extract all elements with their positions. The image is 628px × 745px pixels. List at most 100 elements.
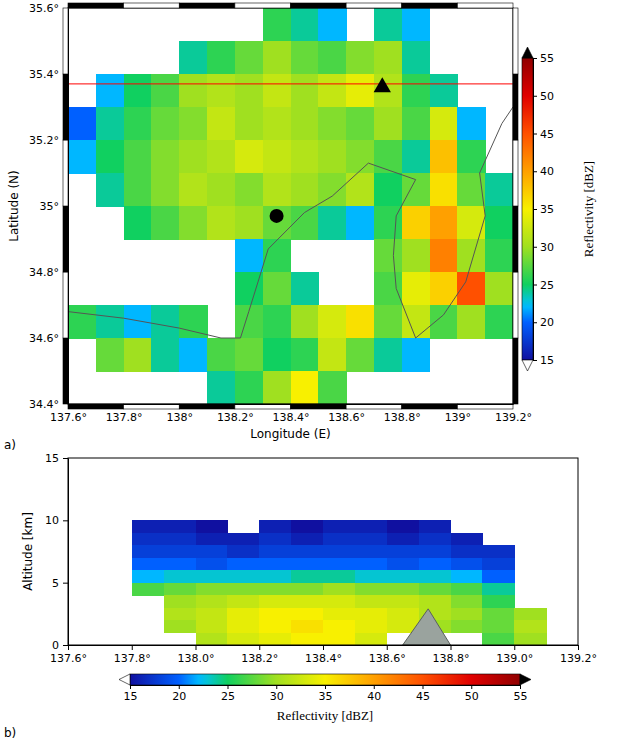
heatmap-cell	[402, 140, 430, 174]
heatmap-cell	[132, 545, 164, 558]
colorbar-axis: 152025303540455055	[533, 52, 554, 367]
colorbar-axis-tick: 15	[124, 685, 138, 703]
heatmap-cell	[196, 608, 228, 621]
heatmap-cell	[291, 338, 319, 372]
colorbar-title: Reflectivity [dBZ]	[277, 708, 373, 723]
heatmap-cell	[196, 570, 228, 583]
heatmap-cell	[374, 173, 402, 207]
heatmap-cell	[430, 305, 458, 339]
frame-bar	[63, 140, 68, 206]
heatmap-cell	[196, 633, 228, 645]
tick-label: 137.6°	[50, 411, 87, 424]
colorbar: 152025303540455055Reflectivity [dBZ]	[119, 674, 531, 723]
y-axis: 34.4°34.6°34.8°35°35.2°35.4°35.6°	[29, 2, 69, 411]
heatmap-cell	[291, 520, 323, 533]
heatmap-cell	[323, 595, 355, 608]
heatmap-cell	[346, 206, 374, 240]
tick-label: 55	[540, 52, 554, 65]
heatmap-cell	[457, 206, 485, 240]
tick-mark	[533, 360, 537, 361]
tick-label: 10	[45, 514, 59, 527]
heatmap-cell	[387, 595, 419, 608]
tick-label: 50	[465, 690, 479, 703]
heatmap-cell	[318, 371, 346, 404]
heatmap-cell	[235, 107, 263, 141]
tick-mark	[228, 685, 229, 689]
heatmap-cell	[374, 107, 402, 141]
y-axis-tick: 10	[45, 514, 68, 527]
heatmap-cell	[207, 173, 235, 207]
heatmap-cell	[68, 107, 96, 141]
heatmap-cell	[430, 239, 458, 273]
heatmap-cell	[374, 305, 402, 339]
heatmap-cell	[346, 305, 374, 339]
heatmap-cell	[323, 570, 355, 583]
heatmap-cell	[259, 545, 291, 558]
frame-bar	[63, 74, 68, 140]
heatmap-cell	[196, 595, 228, 608]
colorbar-axis-tick: 35	[319, 685, 333, 703]
heatmap-cell	[485, 272, 513, 306]
tick-label: 137.6°	[50, 652, 87, 665]
heatmap-cell	[227, 583, 259, 596]
heatmap-cell	[355, 545, 387, 558]
tick-mark	[533, 285, 537, 286]
marker-triangle	[374, 77, 391, 92]
tick-label: 139.2°	[495, 411, 532, 424]
y-axis-line	[68, 459, 69, 646]
heatmap-cell	[323, 520, 355, 533]
heatmap-cell	[419, 533, 451, 546]
heatmap-cell	[259, 520, 291, 533]
colorbar-extend-low	[522, 360, 533, 371]
heatmap-cell	[355, 620, 387, 633]
heatmap-cell	[235, 206, 263, 240]
heatmap-cell	[164, 595, 196, 608]
heatmap-cell	[263, 41, 291, 75]
tick-mark	[63, 583, 68, 584]
tick-mark	[451, 645, 452, 650]
heatmap-cell	[124, 206, 152, 240]
tick-label: 15	[124, 690, 138, 703]
tick-label: 35.2°	[29, 134, 59, 147]
area	[403, 609, 451, 645]
tick-mark	[63, 520, 68, 521]
y-axis-tick: 35.4°	[29, 68, 68, 81]
heatmap-cell	[196, 533, 228, 546]
heatmap-cell	[196, 558, 228, 571]
heatmap-cell	[482, 595, 514, 608]
tick-label: 139°	[445, 411, 472, 424]
heatmap-cell	[291, 173, 319, 207]
heatmap-cell	[291, 272, 319, 306]
x-axis-title: Longitude (E)	[250, 427, 330, 441]
heatmap-cell	[318, 74, 346, 108]
heatmap-cell	[259, 595, 291, 608]
frame-bar	[63, 206, 68, 272]
heatmap-cell	[387, 545, 419, 558]
tick-label: 138.4°	[305, 652, 342, 665]
heatmap-cell	[164, 583, 196, 596]
colorbar-ramp	[130, 674, 520, 685]
heatmap-cells	[68, 8, 513, 404]
heatmap-cell	[207, 74, 235, 108]
heatmap-cell	[374, 338, 402, 372]
heatmap-cell	[514, 608, 546, 621]
colorbar-axis-tick: 20	[172, 685, 186, 703]
heatmap-cell	[291, 633, 323, 645]
heatmap-cell	[151, 107, 179, 141]
tick-mark	[276, 685, 277, 689]
x-axis-tick: 138.4°	[305, 645, 342, 665]
frame-bar	[513, 272, 518, 338]
heatmap-cell	[451, 620, 483, 633]
heatmap-cell	[164, 520, 196, 533]
heatmap-cell	[179, 206, 207, 240]
heatmap-cell	[323, 533, 355, 546]
colorbar-extend-high	[520, 674, 531, 685]
colorbar-axis-tick: 55	[533, 52, 554, 65]
heatmap-cell	[451, 583, 483, 596]
y-axis-title: Latitude (N)	[7, 170, 21, 242]
heatmap-cell	[318, 140, 346, 174]
x-axis-tick: 139.2°	[560, 645, 597, 665]
heatmap-cell	[291, 140, 319, 174]
heatmap-cell	[355, 633, 387, 645]
heatmap-cell	[485, 206, 513, 240]
